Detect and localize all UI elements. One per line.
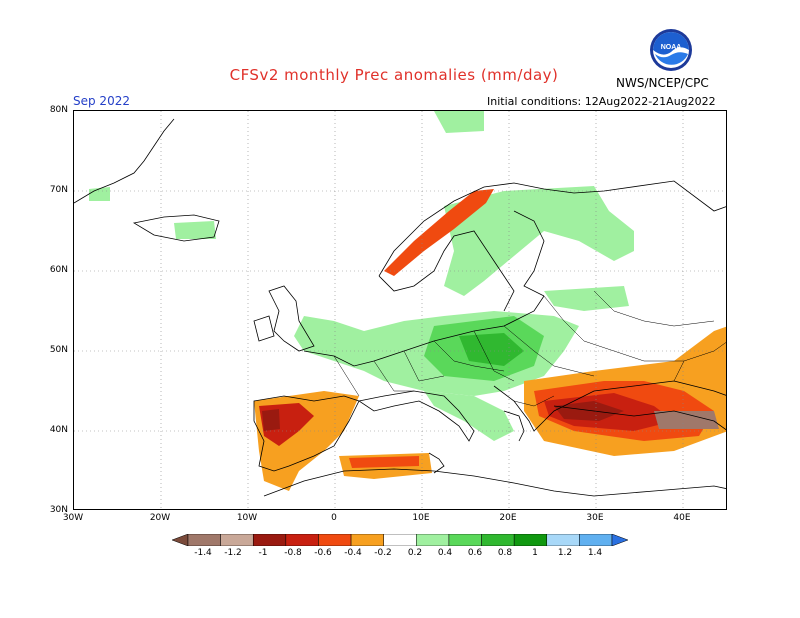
dry-north-africa-red <box>349 456 419 468</box>
coastlines <box>74 118 726 497</box>
map-title: CFSv2 monthly Prec anomalies (mm/day) <box>229 66 559 84</box>
colorbar-cell <box>383 534 417 546</box>
colorbar-label: -0.4 <box>344 548 362 558</box>
colorbar-cell <box>416 534 450 546</box>
lon-label-40e: 40E <box>673 513 691 523</box>
colorbar-label: -1.2 <box>224 548 242 558</box>
dry-iberia-extreme <box>262 409 280 431</box>
colorbar-cell <box>318 534 352 546</box>
colorbar-end-low <box>172 534 189 546</box>
colorbar-label: -0.6 <box>314 548 332 558</box>
colorbar-cell <box>481 534 515 546</box>
dry-norway-coast <box>384 189 494 276</box>
lat-label-50n: 50N <box>49 345 68 355</box>
wet-svalbard <box>434 111 484 133</box>
colorbar-cell <box>579 534 613 546</box>
lon-label-30w: 30W <box>62 513 84 523</box>
map-grid <box>74 111 726 509</box>
noaa-logo: NOAA <box>650 29 692 71</box>
colorbar-cell <box>187 534 221 546</box>
lon-label-0: 0 <box>331 513 337 523</box>
dry-fields <box>254 189 726 491</box>
borders <box>333 290 726 407</box>
colorbar-cell <box>285 534 319 546</box>
colorbar-label: 0.8 <box>497 548 513 558</box>
dry-caucasus-brown <box>654 411 719 429</box>
wet-central-strong <box>459 333 524 366</box>
colorbar-label: -0.2 <box>374 548 392 558</box>
lat-label-70n: 70N <box>49 185 68 195</box>
colorbar-cell <box>220 534 254 546</box>
colorbar-label: -0.8 <box>284 548 302 558</box>
colorbar-label: 1.4 <box>587 548 603 558</box>
colorbar-label: 1 <box>532 548 538 558</box>
colorbar-cell <box>252 534 287 546</box>
lat-label-30n: 30N <box>49 505 68 515</box>
wet-scandinavia <box>444 186 634 296</box>
colorbar-label: 0.6 <box>467 548 483 558</box>
colorbar <box>172 534 628 546</box>
colorbar-cell <box>513 534 548 546</box>
lat-label-60n: 60N <box>49 265 68 275</box>
lon-label-20e: 20E <box>499 513 517 523</box>
wet-iceland-spot <box>174 221 216 239</box>
colorbar-end-high <box>611 534 628 546</box>
lon-label-30e: 30E <box>586 513 604 523</box>
colorbar-cell <box>350 534 384 546</box>
lon-label-20w: 20W <box>149 513 171 523</box>
agency-label: NWS/NCEP/CPC <box>616 76 709 90</box>
dry-turkey-extreme <box>554 401 624 421</box>
colorbar-label: 0.2 <box>407 548 423 558</box>
colorbar-cells <box>172 534 628 546</box>
lat-label-40n: 40N <box>49 425 68 435</box>
anomaly-map <box>73 110 727 510</box>
wet-balkans <box>424 391 514 441</box>
lon-label-10e: 10E <box>412 513 430 523</box>
svg-text:NOAA: NOAA <box>661 44 682 51</box>
colorbar-label: 0.4 <box>437 548 453 558</box>
lon-label-10w: 10W <box>236 513 258 523</box>
wet-baltic <box>544 286 629 311</box>
colorbar-label: -1.4 <box>194 548 212 558</box>
forecast-month: Sep 2022 <box>73 94 130 108</box>
anomaly-fields <box>89 111 634 441</box>
initial-conditions: Initial conditions: 12Aug2022-21Aug2022 <box>487 95 716 108</box>
colorbar-cell <box>448 534 482 546</box>
lat-label-80n: 80N <box>49 105 68 115</box>
colorbar-label: -1 <box>258 548 268 558</box>
map-canvas <box>74 111 726 509</box>
colorbar-label: 1.2 <box>557 548 573 558</box>
colorbar-cell <box>546 534 580 546</box>
